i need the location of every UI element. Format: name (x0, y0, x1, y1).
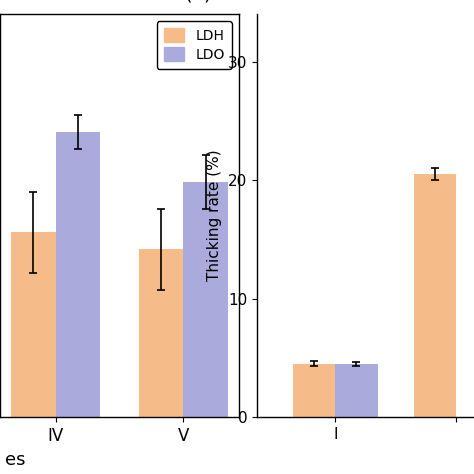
Bar (293, 364, 335, 417)
Bar (11, 232, 55, 474)
Y-axis label: Thicking rate (%): Thicking rate (%) (207, 150, 222, 282)
Text: es: es (5, 451, 25, 469)
Bar (414, 174, 456, 417)
Bar (138, 249, 183, 474)
Bar (335, 364, 377, 417)
Text: (b): (b) (185, 0, 212, 3)
Bar (183, 182, 228, 474)
Bar (55, 132, 100, 474)
Legend: LDH, LDO: LDH, LDO (156, 21, 232, 69)
